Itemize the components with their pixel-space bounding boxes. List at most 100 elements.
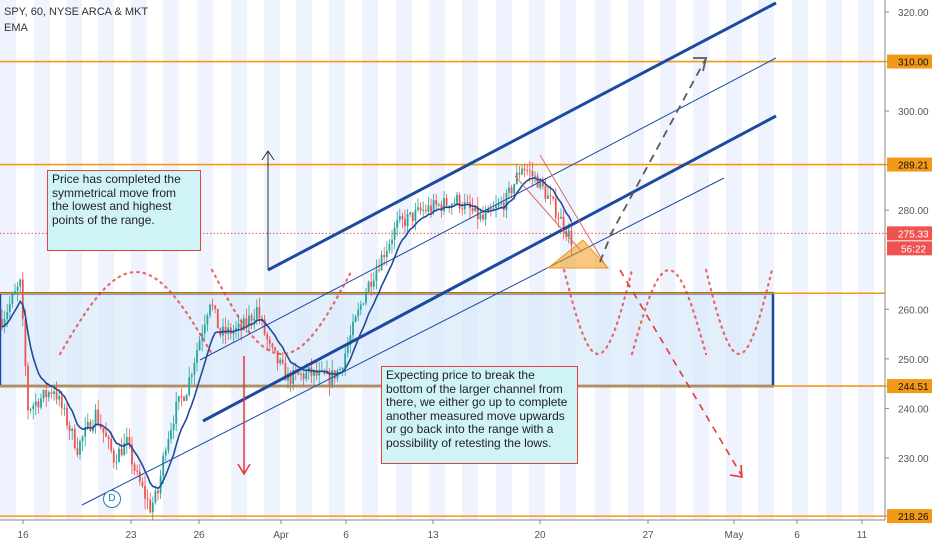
session-stripe bbox=[231, 0, 247, 520]
candle-body bbox=[318, 370, 321, 376]
candle-body bbox=[266, 334, 269, 340]
time-tick-label: 6 bbox=[794, 530, 800, 541]
candle-body bbox=[378, 269, 380, 271]
candle-body bbox=[510, 187, 513, 194]
candle-body bbox=[271, 343, 274, 348]
session-stripe bbox=[726, 0, 742, 520]
candle-body bbox=[391, 239, 393, 245]
candle-body bbox=[63, 408, 66, 410]
candle-body bbox=[105, 432, 107, 437]
cycle-wave-past-2 bbox=[210, 268, 354, 356]
candle-body bbox=[440, 204, 443, 211]
session-stripe bbox=[660, 0, 676, 520]
candle-body bbox=[474, 206, 477, 211]
candle-body bbox=[513, 184, 516, 194]
candle-body bbox=[424, 209, 427, 212]
candle-body bbox=[526, 170, 529, 172]
price-tick-label: 244.51 bbox=[898, 382, 929, 393]
time-axis: 16 23 26 Apr 6 13 20 27 May 6 11 bbox=[0, 519, 885, 541]
candle-body bbox=[292, 370, 295, 384]
annotation-note-bottom[interactable]: Expecting price to break the bottom of t… bbox=[381, 366, 578, 464]
candle-body bbox=[547, 195, 549, 199]
bear-channel-bottom bbox=[514, 175, 583, 253]
candle-body bbox=[557, 217, 560, 219]
candle-body bbox=[357, 309, 360, 317]
candle-body bbox=[133, 464, 136, 471]
candle-body bbox=[422, 209, 425, 211]
candle-body bbox=[344, 353, 347, 369]
candle-body bbox=[81, 436, 84, 441]
time-tick-label: 27 bbox=[642, 530, 654, 541]
candle-body bbox=[188, 377, 191, 395]
candle-body bbox=[432, 200, 435, 212]
candle-body bbox=[14, 291, 16, 295]
candle-body bbox=[185, 394, 188, 401]
candle-body bbox=[76, 448, 79, 455]
candle-body bbox=[34, 401, 37, 406]
candle-body bbox=[370, 281, 373, 287]
candle-body bbox=[19, 279, 22, 287]
candle-body bbox=[461, 208, 464, 210]
session-stripe bbox=[34, 0, 50, 520]
indicator-label: EMA bbox=[4, 22, 28, 34]
candle-body bbox=[58, 396, 61, 400]
candle-body bbox=[86, 421, 89, 428]
candle-body bbox=[414, 209, 417, 221]
candle-body bbox=[521, 168, 523, 175]
session-stripe bbox=[329, 0, 345, 520]
price-tick-label: 250.00 bbox=[898, 355, 929, 366]
candle-body bbox=[55, 391, 58, 400]
candle-body bbox=[528, 170, 531, 172]
session-stripe bbox=[693, 0, 709, 520]
candle-body bbox=[495, 205, 497, 209]
candle-body bbox=[250, 315, 253, 321]
candle-body bbox=[112, 450, 115, 463]
mid-channel-line bbox=[199, 57, 777, 361]
upper-channel-line bbox=[267, 1, 777, 272]
candle-body bbox=[125, 437, 128, 444]
session-stripe bbox=[98, 0, 114, 520]
candle-body bbox=[16, 286, 19, 292]
candle-body bbox=[237, 323, 240, 328]
candle-body bbox=[136, 470, 139, 472]
session-stripe bbox=[628, 0, 644, 520]
candle-body bbox=[240, 323, 243, 331]
candle-body bbox=[8, 303, 11, 313]
candle-body bbox=[162, 455, 165, 476]
price-tick-label: 230.00 bbox=[898, 454, 929, 465]
ema-polyline bbox=[1, 177, 573, 490]
candle-body bbox=[154, 490, 157, 503]
candle-body bbox=[502, 202, 505, 211]
session-stripe bbox=[131, 0, 147, 520]
annotation-note-top[interactable]: Price has completed the symmetrical move… bbox=[47, 170, 201, 251]
dividend-marker[interactable]: D bbox=[103, 490, 121, 508]
price-tick-label: 240.00 bbox=[898, 404, 929, 415]
price-tick-label: 275.33 bbox=[898, 229, 929, 240]
candle-body bbox=[354, 316, 357, 322]
candle-body bbox=[398, 216, 401, 220]
candle-body bbox=[258, 307, 261, 319]
candle-body bbox=[131, 444, 133, 465]
candle-body bbox=[115, 462, 118, 464]
bull-forecast-path bbox=[599, 59, 706, 263]
candle-body bbox=[346, 344, 349, 354]
candle-body bbox=[66, 408, 68, 426]
candle-body bbox=[149, 499, 152, 513]
session-stripe bbox=[858, 0, 874, 520]
candle-body bbox=[341, 368, 344, 370]
candle-body bbox=[531, 171, 534, 177]
price-tick-label: 320.00 bbox=[898, 8, 929, 19]
candle-body bbox=[60, 396, 63, 409]
candle-body bbox=[224, 326, 227, 334]
candle-body bbox=[99, 423, 102, 429]
time-tick-label: 23 bbox=[125, 530, 137, 541]
candle-body bbox=[201, 333, 204, 341]
arrowhead-down bbox=[237, 463, 251, 476]
candle-body bbox=[172, 423, 175, 430]
candle-body bbox=[211, 304, 214, 306]
candle-body bbox=[328, 370, 331, 386]
time-tick-label: 26 bbox=[193, 530, 205, 541]
cycle-wave-future-3 bbox=[704, 268, 774, 355]
